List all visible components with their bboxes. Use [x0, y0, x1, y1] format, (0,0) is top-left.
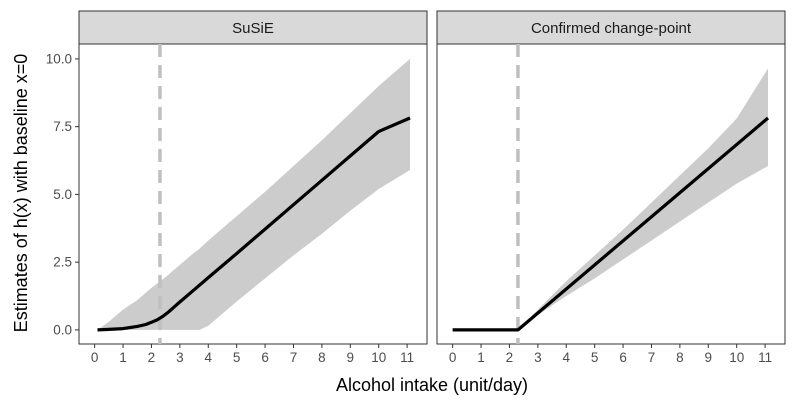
- panel-confirmed-change-point: Confirmed change-point: [436, 10, 786, 345]
- x-tick-label: 7: [648, 350, 656, 365]
- x-tick-label: 8: [676, 350, 684, 365]
- x-tick-label: 11: [758, 350, 772, 365]
- x-tick-label: 3: [176, 350, 184, 365]
- x-tick-label: 2: [506, 350, 514, 365]
- x-tick-label: 10: [371, 350, 386, 365]
- y-tick-label: 10.0: [46, 51, 72, 66]
- x-tick-label: 2: [148, 350, 156, 365]
- y-tick-label: 5.0: [53, 187, 72, 202]
- x-tick-label: 1: [119, 350, 127, 365]
- panel-title: Confirmed change-point: [531, 20, 692, 37]
- x-tick-label: 4: [204, 350, 212, 365]
- x-tick-label: 9: [347, 350, 355, 365]
- x-tick-label: 0: [91, 350, 99, 365]
- x-tick-label: 6: [619, 350, 627, 365]
- x-tick-label: 8: [318, 350, 326, 365]
- x-axis-left: 0 1 2 3 4 5 6 7 8 9 10 11: [91, 344, 414, 365]
- x-tick-label: 6: [261, 350, 269, 365]
- panel-susie: SuSiE: [78, 10, 428, 345]
- y-axis: 0.0 2.5 5.0 7.5 10.0: [46, 51, 79, 337]
- y-tick-label: 7.5: [53, 119, 72, 134]
- x-tick-label: 10: [729, 350, 744, 365]
- y-tick-label: 2.5: [53, 255, 72, 270]
- x-tick-label: 7: [290, 350, 298, 365]
- confidence-band: [97, 58, 410, 330]
- panel-title: SuSiE: [232, 20, 274, 37]
- x-tick-label: 5: [233, 350, 241, 365]
- x-tick-label: 3: [534, 350, 542, 365]
- x-axis-title: Alcohol intake (unit/day): [336, 375, 528, 395]
- x-tick-label: 9: [705, 350, 713, 365]
- estimate-line: [97, 116, 411, 332]
- panel-strip: [78, 10, 428, 45]
- x-tick-label: 4: [562, 350, 570, 365]
- panel-frame: [78, 43, 428, 345]
- y-axis-title: Estimates of h(x) with baseline x=0: [11, 54, 31, 333]
- panel-frame: [436, 43, 786, 345]
- estimate-line: [452, 116, 770, 332]
- x-tick-label: 1: [477, 350, 485, 365]
- x-tick-label: 5: [591, 350, 599, 365]
- y-tick-label: 0.0: [53, 322, 72, 337]
- x-axis-right: 0 1 2 3 4 5 6 7 8 9 10 11: [449, 344, 772, 365]
- x-tick-label: 11: [400, 350, 414, 365]
- x-tick-label: 0: [449, 350, 457, 365]
